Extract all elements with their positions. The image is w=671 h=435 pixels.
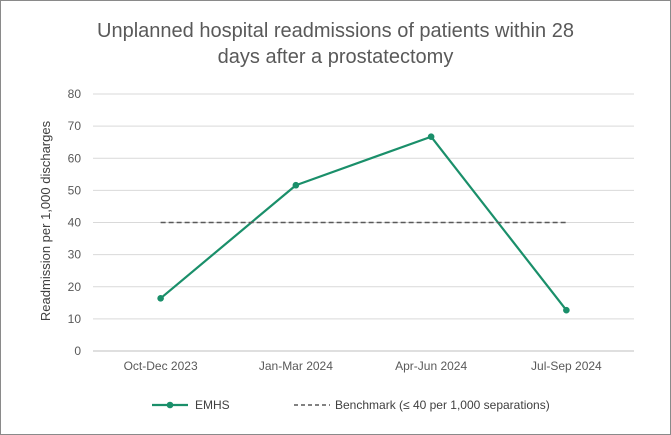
legend-label-1: EMHS bbox=[195, 398, 230, 412]
data-point-1-4 bbox=[563, 306, 570, 314]
data-point-1-3 bbox=[427, 133, 435, 141]
series-layer bbox=[157, 133, 570, 314]
y-axis-label: Readmission per 1,000 discharges bbox=[38, 120, 53, 321]
gridlines bbox=[93, 93, 634, 352]
x-tick-label-1: Oct-Dec 2023 bbox=[124, 359, 198, 373]
y-tick-label-50: 50 bbox=[68, 183, 82, 197]
y-tick-label-40: 40 bbox=[68, 216, 82, 230]
y-tick-label-70: 70 bbox=[68, 119, 82, 133]
y-tick-label-0: 0 bbox=[74, 344, 81, 358]
x-tick-label-4: Jul-Sep 2024 bbox=[531, 359, 602, 373]
data-point-1-2 bbox=[292, 181, 300, 189]
legend: EMHS Benchmark (≤ 40 per 1,000 separation… bbox=[152, 398, 550, 412]
y-tick-label-60: 60 bbox=[68, 151, 82, 165]
legend-marker-1 bbox=[166, 401, 174, 409]
chart-title-line-2: days after a prostatectomy bbox=[217, 46, 454, 68]
x-tick-label-3: Apr-Jun 2024 bbox=[395, 359, 467, 373]
y-tick-label-80: 80 bbox=[68, 87, 82, 101]
series-line-1 bbox=[159, 135, 568, 311]
y-tick-labels: 0 10 20 30 40 50 60 70 80 bbox=[68, 87, 82, 358]
x-tick-label-2: Jan-Mar 2024 bbox=[259, 359, 333, 373]
y-tick-label-30: 30 bbox=[68, 248, 82, 262]
legend-label-2: Benchmark (≤ 40 per 1,000 separations) bbox=[335, 398, 550, 412]
y-tick-label-20: 20 bbox=[68, 280, 82, 294]
y-tick-label-10: 10 bbox=[68, 312, 82, 326]
data-point-1-1 bbox=[157, 295, 164, 302]
x-tick-labels: Oct-Dec 2023 Jan-Mar 2024 Apr-Jun 2024 Jul-… bbox=[124, 359, 602, 373]
chart-title: Unplanned hospital readmissions of patie… bbox=[0, 18, 671, 70]
chart-title-line-1: Unplanned hospital readmissions of patie… bbox=[97, 20, 574, 42]
